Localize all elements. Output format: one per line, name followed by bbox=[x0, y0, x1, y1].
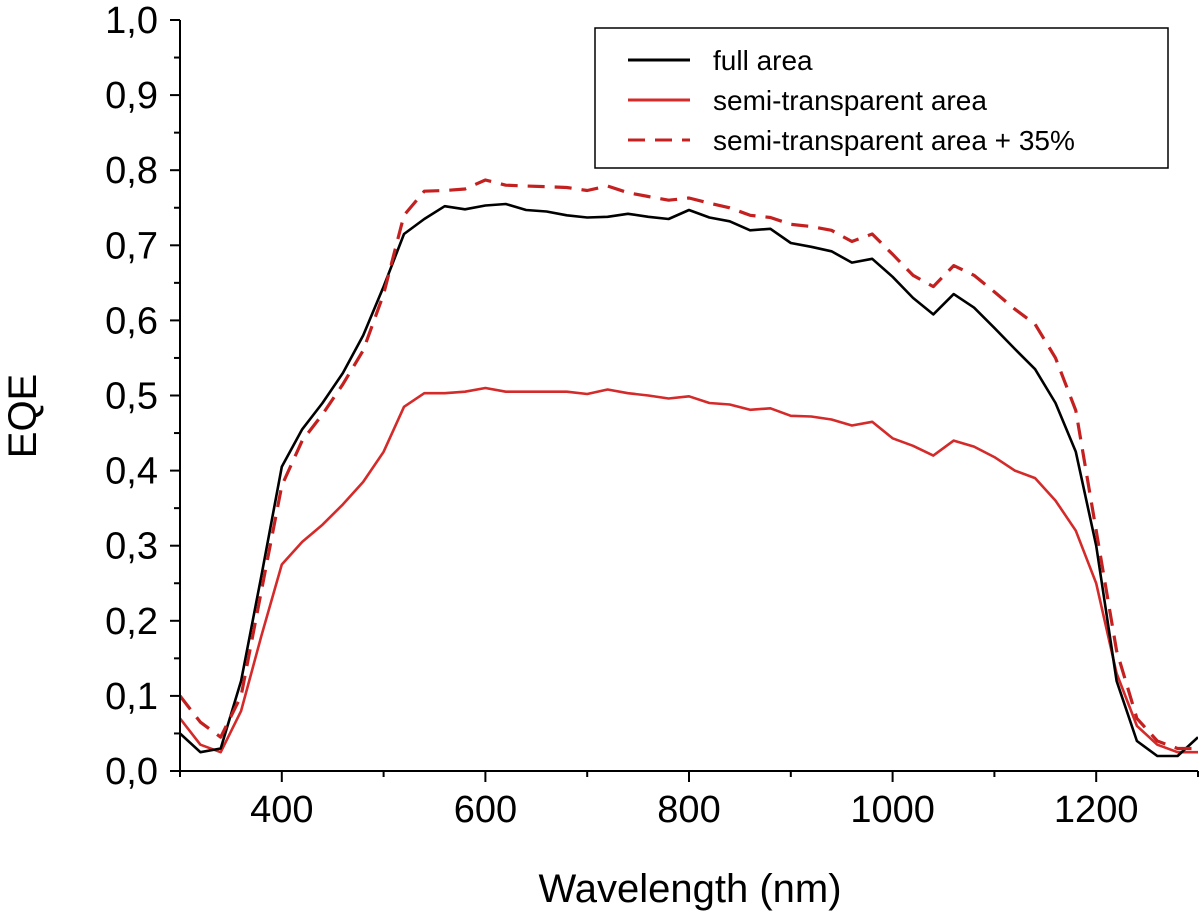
x-axis-title: Wavelength (nm) bbox=[538, 867, 841, 911]
y-tick-label: 1,0 bbox=[105, 0, 158, 42]
axes-layer: 0,0 0,1 0,2 0,3 0,4 0,5 0,6 0,7 0,8 0,9 1,0 400 600 8… bbox=[105, 0, 1199, 831]
x-tick-label: 400 bbox=[250, 789, 313, 831]
y-tick-label: 0,0 bbox=[105, 751, 158, 793]
series-group bbox=[180, 178, 1198, 758]
y-tick-label: 0,1 bbox=[105, 676, 158, 718]
y-axis-title: EQE bbox=[1, 374, 45, 458]
y-tick-label: 0,2 bbox=[105, 601, 158, 643]
y-tick-label: 0,6 bbox=[105, 300, 158, 342]
x-tick-label: 1000 bbox=[850, 789, 935, 831]
y-tick-label: 0,4 bbox=[105, 451, 158, 493]
y-tick-label: 0,8 bbox=[105, 150, 158, 192]
y-tick-label: 0,3 bbox=[105, 526, 158, 568]
y-tick-label: 0,5 bbox=[105, 376, 158, 418]
series-line-1 bbox=[180, 202, 1198, 758]
y-tick-label: 0,9 bbox=[105, 75, 158, 117]
legend-label-1: full area bbox=[713, 45, 813, 76]
series-layer bbox=[180, 178, 1198, 758]
legend-label-3: semi-transparent area + 35% bbox=[713, 125, 1075, 156]
series-line-3 bbox=[180, 178, 1198, 751]
x-tick-label: 800 bbox=[657, 789, 720, 831]
legend-box bbox=[594, 27, 1169, 169]
x-tick-label: 600 bbox=[454, 789, 517, 831]
x-tick-label: 1200 bbox=[1054, 789, 1139, 831]
y-tick-label: 0,7 bbox=[105, 225, 158, 267]
legend-label-2: semi-transparent area bbox=[713, 85, 987, 116]
series-line-2 bbox=[180, 386, 1198, 754]
legend: full area semi-transparent area semi-trans… bbox=[594, 27, 1169, 169]
